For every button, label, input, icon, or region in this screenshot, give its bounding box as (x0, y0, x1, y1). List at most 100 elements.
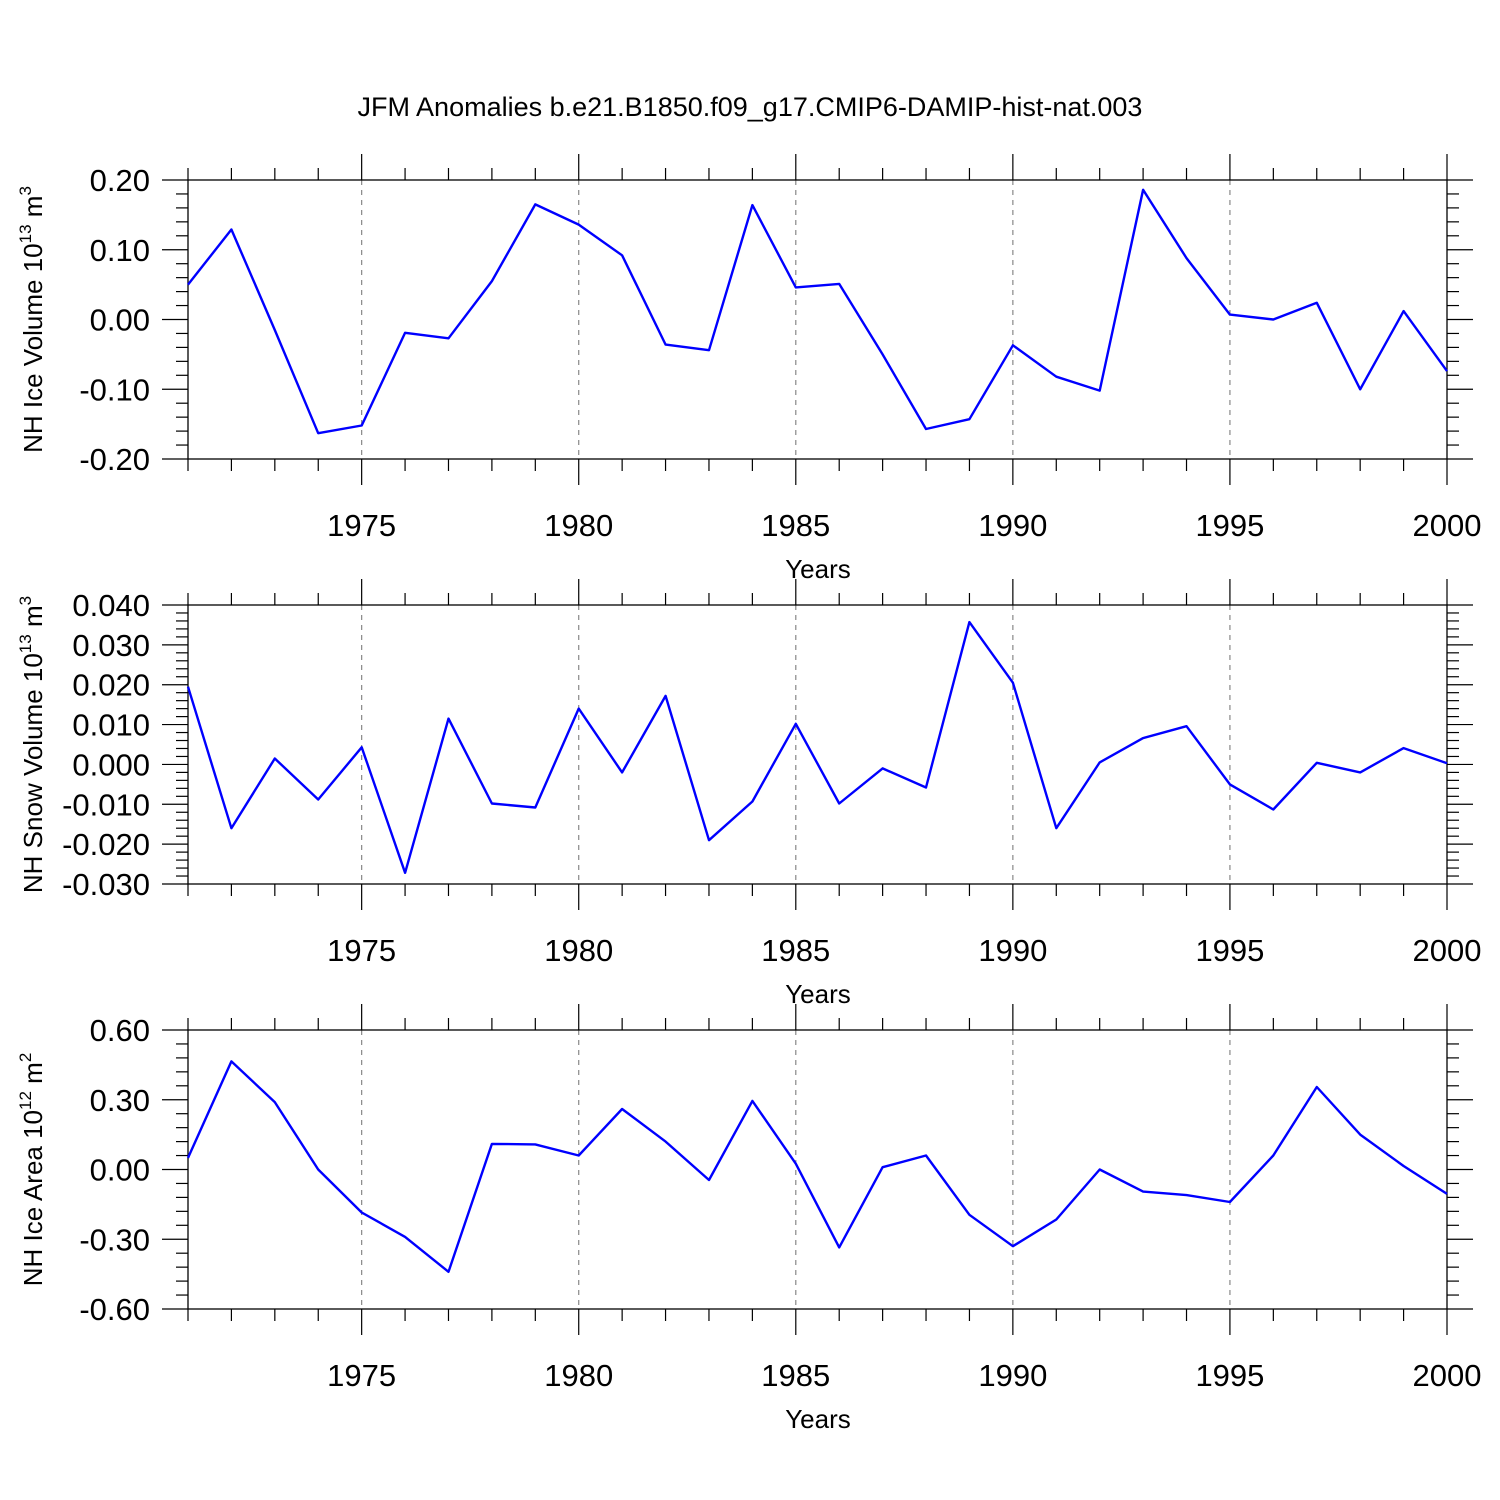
data-point (316, 1168, 320, 1172)
data-point (794, 1162, 798, 1166)
data-point (750, 799, 754, 803)
data-point (1098, 389, 1102, 393)
data-point (1358, 770, 1362, 774)
x-tick-label: 1975 (327, 933, 396, 968)
data-point (1358, 1133, 1362, 1137)
panel-snow-volume: 0.040 0.030 0.020 0.010 0.000 -0.010 -0.020 -0.… (16, 579, 1481, 1009)
x-tick-label: 2000 (1413, 933, 1482, 968)
data-point (707, 838, 711, 842)
y-tick-label: -0.030 (62, 867, 150, 902)
data-point (1315, 1085, 1319, 1089)
y-tick-label: -0.60 (79, 1292, 150, 1327)
data-point (533, 202, 537, 206)
x-tick-label: 1990 (978, 508, 1047, 543)
data-point (186, 1156, 190, 1160)
panel-ice-area: 0.60 0.30 0.00 -0.30 -0.60 1975 1980 1985 1990 19… (16, 1004, 1481, 1434)
data-point (1011, 681, 1015, 685)
data-point (837, 801, 841, 805)
y-axis-label: NH Ice Volume 1013 m3 (16, 186, 48, 453)
data-point (1445, 369, 1449, 373)
y-tick-label: 0.30 (90, 1083, 150, 1118)
x-tick-label: 2000 (1413, 508, 1482, 543)
data-point (1315, 301, 1319, 305)
data-point (1011, 1244, 1015, 1248)
x-tick-label: 1985 (761, 508, 830, 543)
x-tick-label: 1975 (327, 508, 396, 543)
x-axis-label: Years (785, 554, 851, 584)
y-axis-label: NH Snow Volume 1013 m3 (16, 596, 48, 893)
data-point (837, 1245, 841, 1249)
chart-title: JFM Anomalies b.e21.B1850.f09_g17.CMIP6-… (358, 92, 1143, 122)
data-point (577, 707, 581, 711)
x-tick-label: 1980 (544, 1358, 613, 1393)
data-point (1185, 256, 1189, 260)
data-point (1271, 318, 1275, 322)
data-point (446, 717, 450, 721)
x-axis-label: Years (785, 1404, 851, 1434)
data-point (1228, 1200, 1232, 1204)
data-point (360, 745, 364, 749)
data-point (1402, 746, 1406, 750)
y-tick-label: 0.10 (90, 233, 150, 268)
data-point (229, 1059, 233, 1063)
data-point (1315, 761, 1319, 765)
data-point (533, 1142, 537, 1146)
data-point (707, 1178, 711, 1182)
y-axis-label: NH Ice Area 1012 m2 (16, 1053, 48, 1287)
x-axis-label: Years (785, 979, 851, 1009)
data-point (664, 694, 668, 698)
data-point (707, 348, 711, 352)
y-tick-label: -0.30 (79, 1222, 150, 1257)
series-line-snow-volume (186, 620, 1448, 874)
data-point (924, 427, 928, 431)
data-point (794, 285, 798, 289)
data-point (446, 1270, 450, 1274)
data-point (403, 871, 407, 875)
data-point (403, 331, 407, 335)
data-point (403, 1235, 407, 1239)
data-point (620, 1107, 624, 1111)
data-point (1358, 387, 1362, 391)
data-point (1271, 1154, 1275, 1158)
data-point (1402, 309, 1406, 313)
x-tick-label: 1995 (1195, 1358, 1264, 1393)
panel-ice-volume: 0.20 0.10 0.00 -0.10 -0.20 1975 1980 1985 1990 19… (16, 154, 1481, 584)
y-tick-label: 0.60 (90, 1013, 150, 1048)
x-tick-label: 1990 (978, 1358, 1047, 1393)
y-tick-label: 0.010 (72, 708, 150, 743)
x-tick-label: 1980 (544, 933, 613, 968)
data-point (837, 282, 841, 286)
data-point (1098, 760, 1102, 764)
data-point (1141, 736, 1145, 740)
data-point (1054, 1217, 1058, 1221)
y-tick-label: 0.00 (90, 1153, 150, 1188)
y-tick-label: 0.20 (90, 163, 150, 198)
data-point (1185, 1193, 1189, 1197)
series-line-ice-volume (187, 188, 1448, 435)
data-point (360, 1211, 364, 1215)
series-line-ice-area (186, 1060, 1448, 1274)
data-point (967, 1213, 971, 1217)
data-point (1228, 313, 1232, 317)
data-point (446, 336, 450, 340)
data-point (924, 786, 928, 790)
data-point (490, 279, 494, 283)
data-point (967, 620, 971, 624)
data-point (360, 424, 364, 428)
plot-frame (187, 604, 1448, 885)
y-tick-label: -0.20 (79, 442, 150, 477)
x-tick-label: 1975 (327, 1358, 396, 1393)
data-point (186, 283, 190, 287)
x-tick-label: 1995 (1195, 933, 1264, 968)
data-point (620, 770, 624, 774)
plot-frame (187, 1029, 1448, 1310)
data-point (881, 1165, 885, 1169)
plot-frame (187, 179, 1448, 460)
data-point (1228, 782, 1232, 786)
x-tick-label: 1995 (1195, 508, 1264, 543)
data-point (316, 431, 320, 435)
data-point (924, 1154, 928, 1158)
y-tick-label: 0.030 (72, 628, 150, 663)
data-point (273, 756, 277, 760)
